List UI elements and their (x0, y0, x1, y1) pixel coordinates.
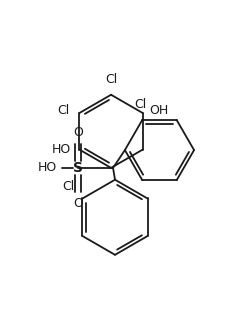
Text: Cl: Cl (57, 104, 69, 116)
Text: OH: OH (149, 104, 168, 116)
Text: O: O (73, 197, 83, 209)
Text: Cl: Cl (104, 73, 117, 86)
Text: HO: HO (52, 143, 71, 156)
Text: Cl: Cl (134, 98, 146, 111)
Text: O: O (73, 126, 83, 139)
Text: HO: HO (37, 162, 56, 174)
Text: Cl: Cl (62, 180, 74, 192)
Text: S: S (73, 161, 83, 175)
